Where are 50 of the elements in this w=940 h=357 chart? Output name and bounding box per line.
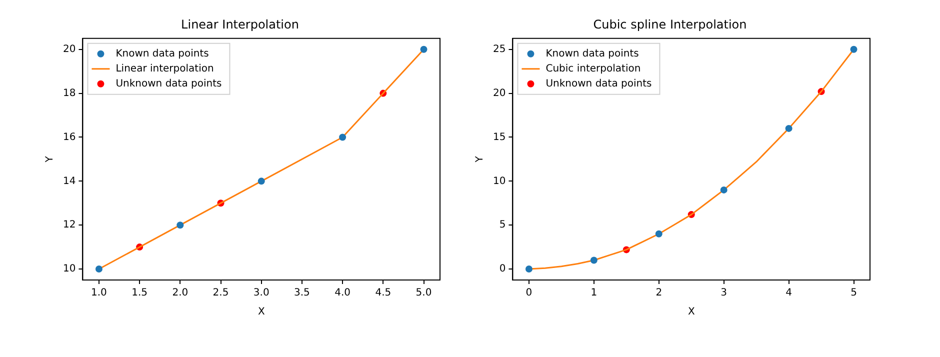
y-tick-label: 0 [499, 264, 506, 275]
y-axis-title: Y [474, 155, 486, 164]
x-tick-label: 2 [656, 288, 662, 299]
y-tick-label: 5 [499, 220, 506, 231]
legend-label: Linear interpolation [116, 63, 214, 74]
x-tick-label: 0 [526, 288, 532, 299]
chart-title: Cubic spline Interpolation [593, 17, 747, 32]
point [420, 46, 428, 53]
y-tick-label: 16 [62, 132, 76, 143]
legend-label: Unknown data points [546, 78, 652, 90]
x-axis-title: X [688, 306, 695, 318]
y-tick-label: 15 [492, 132, 506, 143]
y-axis-title: Y [44, 155, 56, 164]
x-tick-label: 5 [850, 288, 857, 299]
y-tick-label: 20 [62, 44, 76, 55]
chart-title: Linear Interpolation [181, 17, 299, 32]
y-tick-label: 25 [492, 44, 506, 55]
point [525, 266, 532, 273]
point [655, 230, 662, 238]
legend-label: Cubic interpolation [546, 63, 641, 74]
x-tick-label: 5.0 [416, 288, 432, 299]
x-tick-label: 3.5 [294, 288, 310, 299]
y-tick-label: 20 [492, 88, 506, 99]
legend-label: Unknown data points [116, 78, 222, 90]
x-tick-label: 4.5 [375, 288, 392, 299]
x-tick-label: 1 [590, 288, 598, 299]
y-tick-label: 12 [62, 220, 76, 231]
legend-label: Known data points [546, 48, 639, 60]
legend-label: Known data points [116, 48, 209, 60]
x-tick-label: 1.5 [132, 288, 148, 299]
x-tick-label: 2.0 [172, 288, 188, 299]
x-tick-label: 3 [720, 288, 728, 299]
x-tick-label: 2.5 [212, 288, 229, 299]
y-tick-label: 14 [62, 176, 76, 187]
point [258, 178, 265, 185]
x-tick-label: 3.0 [253, 288, 270, 299]
y-tick-label: 10 [492, 176, 506, 187]
point [339, 134, 346, 141]
x-tick-label: 4 [786, 288, 792, 299]
point [720, 186, 728, 194]
x-tick-label: 1.0 [91, 288, 107, 299]
point [850, 46, 858, 53]
point [590, 256, 598, 264]
point [95, 266, 102, 273]
x-tick-label: 4.0 [334, 288, 351, 299]
x-axis-title: X [258, 306, 265, 318]
point [785, 124, 792, 132]
y-tick-label: 18 [62, 88, 76, 99]
point [176, 222, 184, 229]
y-tick-label: 10 [62, 264, 76, 275]
